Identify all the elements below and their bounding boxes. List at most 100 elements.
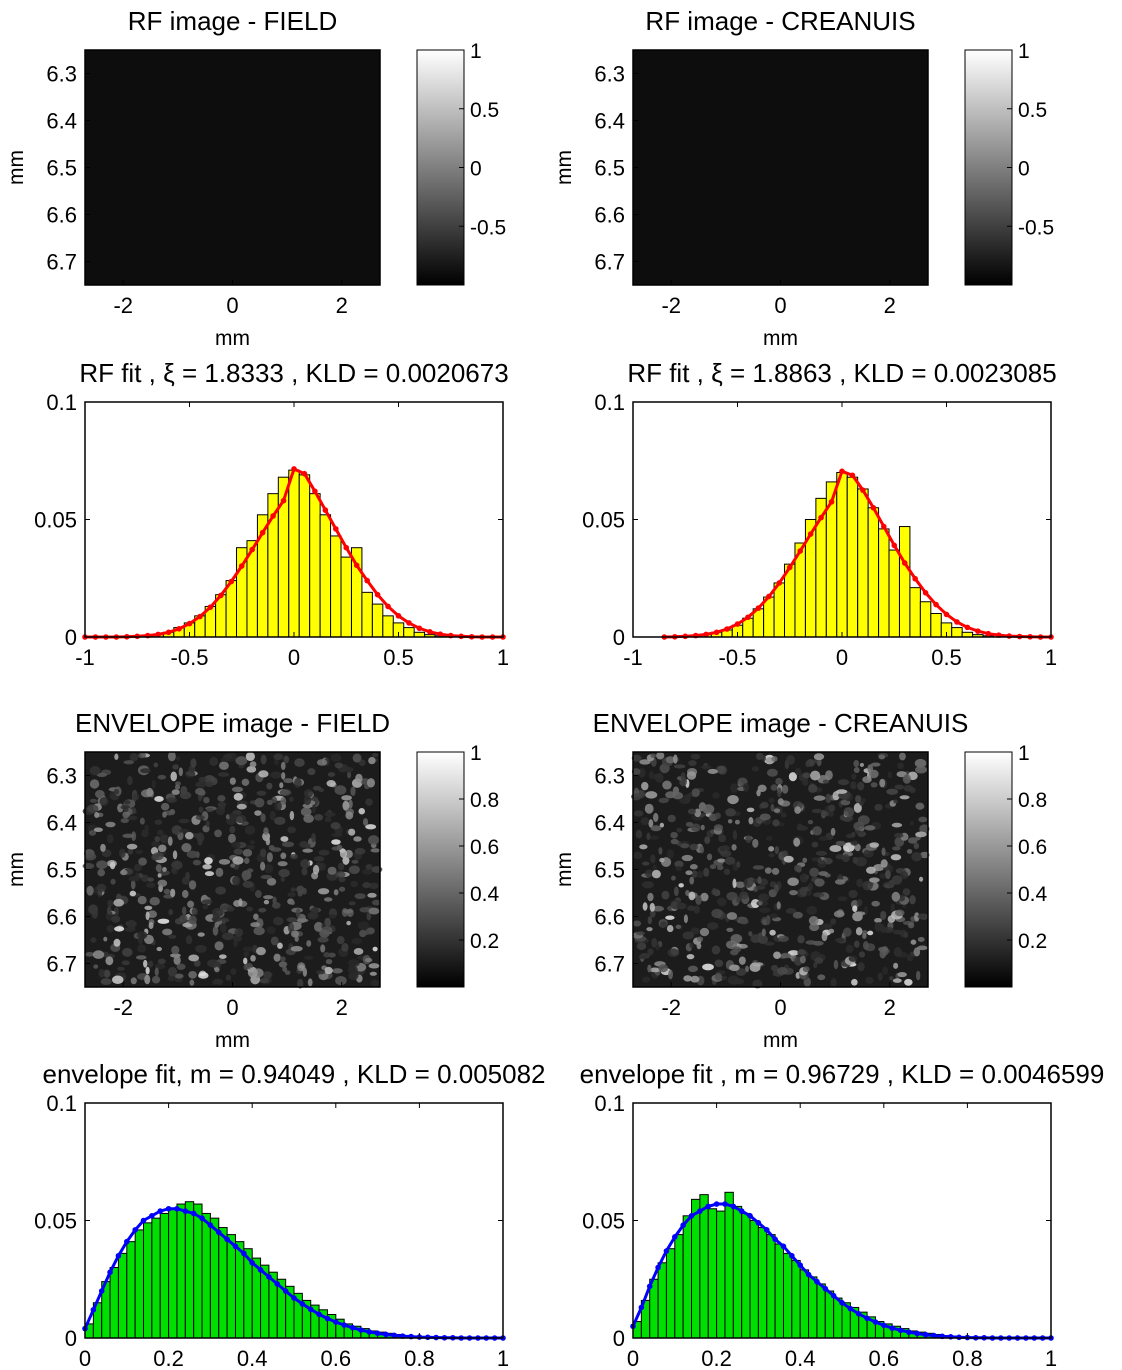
x-tick-label: 0 [79, 1346, 91, 1370]
y-tick-label: 0.05 [34, 508, 77, 533]
fit-point [922, 590, 929, 596]
fit-point [763, 1227, 770, 1233]
fit-point [266, 1274, 272, 1280]
x-tick-label: -0.5 [171, 645, 209, 670]
x-tick-label: 2 [884, 293, 896, 318]
fit-point [280, 497, 287, 504]
y-tick-label: 0 [65, 625, 77, 650]
fit-point [385, 603, 391, 610]
rf-fit-field-title: RF fit , ξ = 1.8333 , KLD = 0.0020673 [79, 358, 508, 388]
fit-point [316, 1311, 322, 1318]
histogram-bar [201, 1212, 211, 1339]
histogram-bar [665, 1248, 676, 1339]
fit-point [416, 625, 423, 632]
fit-point [703, 631, 709, 638]
fit-point [228, 578, 235, 585]
fit-point [224, 1236, 230, 1243]
histogram-bar [361, 591, 373, 638]
histogram-bar [371, 603, 384, 638]
histogram-bar [218, 1227, 228, 1339]
x-tick-label: 0.5 [931, 645, 962, 670]
x-tick-label: 0.6 [321, 1346, 352, 1370]
fit-point [839, 468, 845, 475]
rf-field-colorbar [416, 49, 465, 286]
histogram-bar [226, 1234, 236, 1339]
fit-point [238, 563, 245, 569]
fit-point [954, 619, 960, 625]
fit-point [427, 629, 433, 635]
fit-point [374, 591, 381, 598]
fit-point [805, 1271, 812, 1278]
fit-point [215, 1229, 222, 1236]
x-tick-label: 2 [336, 995, 348, 1020]
colorbar-tick-label: 0.6 [470, 836, 499, 859]
fit-point [780, 1243, 787, 1250]
histogram-bar [716, 1210, 726, 1339]
histogram-bar [773, 582, 786, 638]
histogram-bar [143, 1222, 153, 1339]
rf-creanuis-colorbar [964, 49, 1013, 286]
histogram-bar [898, 526, 911, 638]
fit-point [975, 628, 981, 634]
fit-point [891, 542, 898, 549]
fit-point [933, 601, 939, 608]
colorbar-tick-label: -0.5 [470, 216, 506, 239]
histogram-bar [674, 1234, 684, 1339]
histogram-bar [749, 1220, 759, 1339]
fit-point [324, 1315, 331, 1322]
fit-point [312, 488, 318, 495]
x-tick-label: 0.8 [404, 1346, 435, 1370]
y-tick-label: 6.4 [594, 109, 625, 134]
y-tick-label: 6.7 [594, 250, 625, 275]
fit-point [291, 1295, 297, 1301]
histogram-bar [763, 596, 775, 638]
histogram-bar [225, 580, 238, 638]
histogram-bar [857, 488, 869, 638]
env-creanuis-panel: ENVELOPE image - CREANUIS 6.3 6.4 6.5 6.6 6.7… [553, 708, 1048, 1052]
fit-point [197, 613, 203, 620]
x-tick-label: 0.8 [952, 1346, 983, 1370]
rf-creanuis-ylabel: mm [553, 150, 576, 185]
fit-point [349, 1324, 356, 1331]
fit-point [947, 1334, 954, 1340]
fit-point [98, 1288, 105, 1294]
histogram-bar [867, 507, 880, 638]
histogram-bar [176, 1203, 186, 1339]
colorbar-tick-label: 0.4 [1018, 883, 1048, 906]
fit-point [182, 1208, 189, 1214]
env-field-colorbar [416, 751, 465, 988]
colorbar-tick-label: 1 [470, 742, 482, 765]
fit-point [646, 1283, 653, 1290]
colorbar-tick-label: 0.5 [470, 99, 499, 122]
histogram-bar [699, 1194, 709, 1339]
fit-point [912, 575, 918, 582]
histogram-bar [799, 1269, 810, 1339]
histogram-bar [330, 535, 342, 638]
colorbar-tick-label: 0.2 [1018, 930, 1047, 953]
fit-point [364, 577, 370, 584]
x-tick-label: 0.2 [701, 1346, 732, 1370]
y-tick-label: 6.6 [594, 203, 625, 228]
env-fit-field-chart: envelope fit, m = 0.94049 , KLD = 0.0050… [34, 1059, 545, 1370]
fit-point [922, 1331, 929, 1338]
fit-point [259, 529, 266, 536]
fit-point [307, 1306, 314, 1313]
rf-fit-creanuis-chart: RF fit , ξ = 1.8863 , KLD = 0.0023085 -1 -… [582, 358, 1057, 670]
x-tick-label: 2 [884, 995, 896, 1020]
colorbar-tick-label: 1 [1018, 742, 1030, 765]
fit-point [383, 1331, 389, 1338]
x-tick-label: -2 [661, 293, 681, 318]
fit-point [872, 1319, 879, 1325]
histogram-bar [732, 1205, 743, 1339]
x-tick-label: 1 [1045, 1346, 1057, 1370]
histogram-bar [159, 1212, 170, 1339]
fit-point [249, 546, 255, 553]
rf-fit-creanuis-title: RF fit , ξ = 1.8863 , KLD = 0.0023085 [627, 358, 1056, 388]
x-tick-label: 0 [226, 995, 238, 1020]
fit-point [864, 1315, 870, 1322]
fit-point [638, 1304, 645, 1311]
fit-point [745, 614, 751, 621]
rf-field-texture [85, 50, 380, 285]
fit-point [772, 1236, 778, 1243]
histogram-bar [151, 1217, 161, 1339]
